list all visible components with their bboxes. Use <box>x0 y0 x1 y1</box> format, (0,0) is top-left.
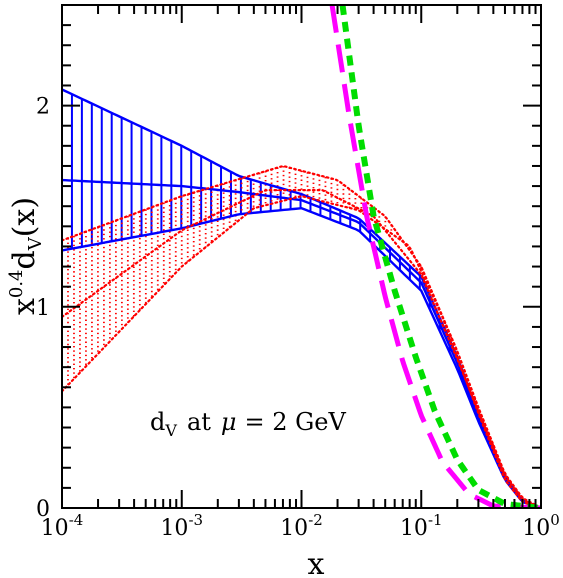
x-tick-label: 10-3 <box>160 511 203 541</box>
y-axis-arg: (x) <box>7 197 42 237</box>
annotation-at: at <box>187 408 211 436</box>
series-line-6 <box>62 189 541 508</box>
series-line-8 <box>339 5 541 508</box>
x-tick-label: 10-1 <box>400 511 443 541</box>
tick-labels: 10-4 10-3 10-2 10-1 100 0 1 2 <box>36 95 560 541</box>
x-tick-label: 100 <box>522 511 560 541</box>
y-tick-label: 0 <box>36 497 50 522</box>
x-tick-label: 10-2 <box>280 511 323 541</box>
series-line-3 <box>62 206 541 508</box>
series-layer <box>62 5 541 508</box>
annotation-d: d <box>150 408 165 436</box>
x-axis-title: x <box>308 547 325 578</box>
y-axis-title: x0.4dV(x) <box>6 197 46 315</box>
svg-text:x0.4dV(x): x0.4dV(x) <box>6 197 46 315</box>
series-line-1 <box>62 178 541 508</box>
error-bands <box>62 89 541 508</box>
x-tick-label: 10-4 <box>41 511 84 541</box>
axis-ticks <box>61 4 542 509</box>
y-axis-base: x <box>7 298 42 315</box>
annotation-sub: V <box>164 421 177 440</box>
series-line-4 <box>62 165 541 508</box>
y-axis-func: d <box>7 250 42 269</box>
y-tick-label: 1 <box>36 296 50 321</box>
annotation-eq: = 2 GeV <box>245 408 347 436</box>
annotation-mu: μ <box>221 408 237 436</box>
y-tick-label: 2 <box>36 95 50 120</box>
series-line-5 <box>62 195 541 508</box>
series-line-7 <box>329 5 541 508</box>
annotation: dV at μ = 2 GeV <box>150 408 347 440</box>
y-axis-exp: 0.4 <box>6 269 27 298</box>
y-axis-sub: V <box>25 236 46 251</box>
